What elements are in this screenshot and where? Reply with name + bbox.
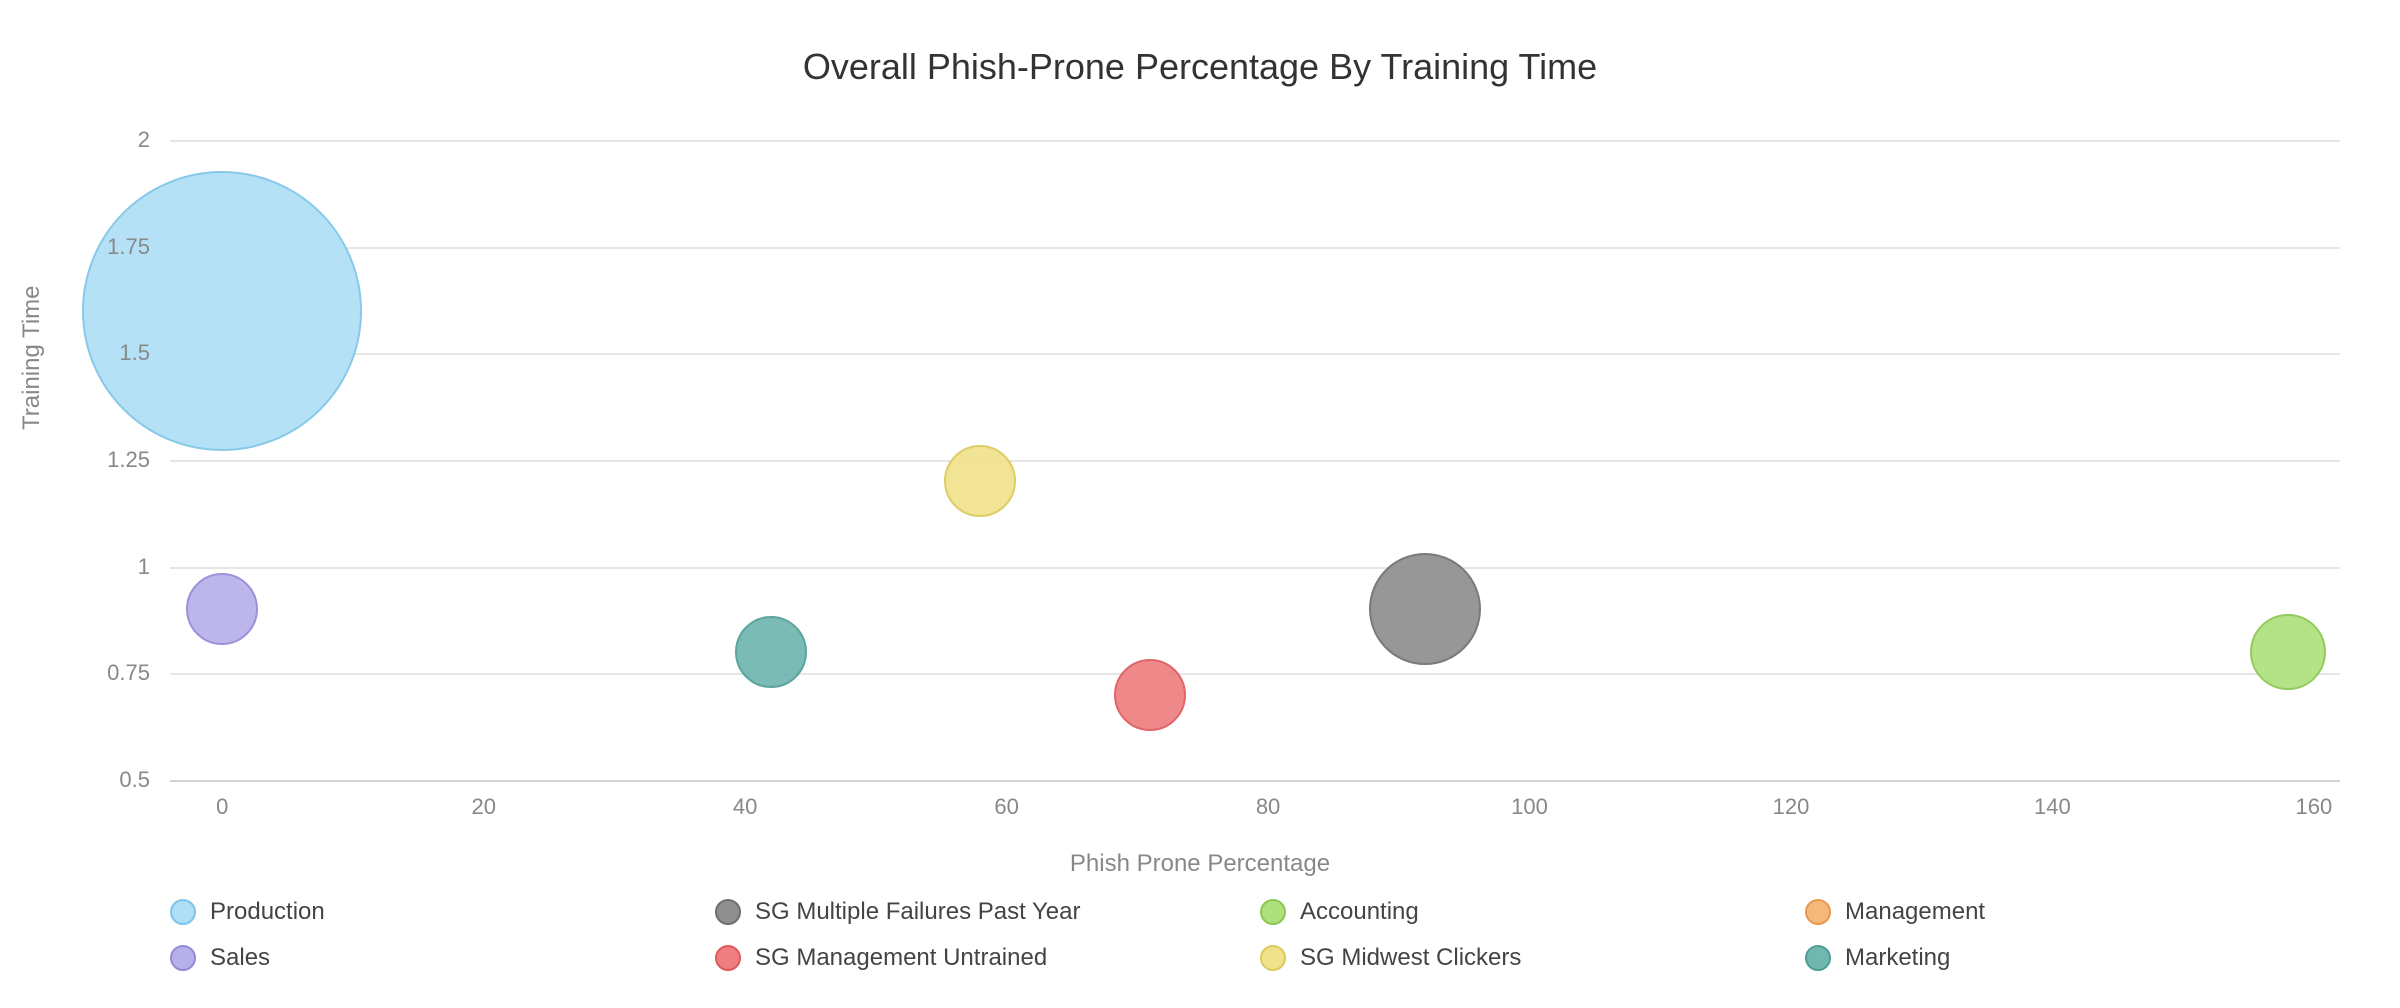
x-tick-label: 80 xyxy=(1256,794,1280,820)
chart-title: Overall Phish-Prone Percentage By Traini… xyxy=(0,46,2400,88)
legend-item-production[interactable]: Production xyxy=(170,892,705,932)
y-gridline xyxy=(170,673,2340,675)
legend-swatch xyxy=(1805,899,1831,925)
y-gridline xyxy=(170,460,2340,462)
legend-label: SG Management Untrained xyxy=(755,944,1047,972)
y-tick-label: 0.5 xyxy=(70,767,150,793)
y-gridline xyxy=(170,140,2340,142)
x-tick-label: 0 xyxy=(216,794,228,820)
y-gridline xyxy=(170,567,2340,569)
y-gridline xyxy=(170,247,2340,249)
bubble-marketing[interactable] xyxy=(735,616,807,688)
bubble-sg-management-untrained[interactable] xyxy=(1114,659,1186,731)
legend-swatch xyxy=(170,899,196,925)
y-gridline xyxy=(170,353,2340,355)
bubble-sg-multiple-failures-past-year[interactable] xyxy=(1369,553,1481,665)
legend-label: Marketing xyxy=(1845,944,1950,972)
legend-swatch xyxy=(1260,899,1286,925)
x-axis-title: Phish Prone Percentage xyxy=(0,850,2400,878)
legend-item-marketing[interactable]: Marketing xyxy=(1805,938,2340,978)
bubble-production[interactable] xyxy=(82,171,362,451)
x-tick-label: 120 xyxy=(1773,794,1810,820)
legend-item-sg-multiple-failures-past-year[interactable]: SG Multiple Failures Past Year xyxy=(715,892,1250,932)
legend-item-management[interactable]: Management xyxy=(1805,892,2340,932)
legend-swatch xyxy=(1260,945,1286,971)
legend-item-sg-management-untrained[interactable]: SG Management Untrained xyxy=(715,938,1250,978)
y-tick-label: 0.75 xyxy=(70,660,150,686)
legend-swatch xyxy=(715,945,741,971)
legend-label: Accounting xyxy=(1300,898,1419,926)
x-tick-label: 40 xyxy=(733,794,757,820)
x-tick-label: 60 xyxy=(994,794,1018,820)
y-axis-title: Training Time xyxy=(18,286,46,431)
bubble-chart: Overall Phish-Prone Percentage By Traini… xyxy=(0,0,2400,1008)
bubble-sg-midwest-clickers[interactable] xyxy=(944,445,1016,517)
x-tick-label: 100 xyxy=(1511,794,1548,820)
y-tick-label: 1 xyxy=(70,554,150,580)
legend-item-accounting[interactable]: Accounting xyxy=(1260,892,1795,932)
plot-area xyxy=(170,140,2340,780)
legend-label: Production xyxy=(210,898,325,926)
legend-item-sg-midwest-clickers[interactable]: SG Midwest Clickers xyxy=(1260,938,1795,978)
y-tick-label: 1.5 xyxy=(70,340,150,366)
legend-label: SG Midwest Clickers xyxy=(1300,944,1521,972)
legend-label: Sales xyxy=(210,944,270,972)
y-tick-label: 2 xyxy=(70,127,150,153)
y-tick-label: 1.75 xyxy=(70,234,150,260)
legend-label: Management xyxy=(1845,898,1985,926)
x-tick-label: 20 xyxy=(471,794,495,820)
bubble-accounting[interactable] xyxy=(2250,614,2326,690)
legend-swatch xyxy=(170,945,196,971)
x-tick-label: 140 xyxy=(2034,794,2071,820)
bubble-sales[interactable] xyxy=(186,573,258,645)
x-axis-baseline xyxy=(170,780,2340,782)
y-tick-label: 1.25 xyxy=(70,447,150,473)
legend-item-sales[interactable]: Sales xyxy=(170,938,705,978)
legend: Production SG Multiple Failures Past Year… xyxy=(170,892,2340,978)
x-tick-label: 160 xyxy=(2295,794,2332,820)
legend-swatch xyxy=(1805,945,1831,971)
legend-label: SG Multiple Failures Past Year xyxy=(755,898,1081,926)
legend-swatch xyxy=(715,899,741,925)
